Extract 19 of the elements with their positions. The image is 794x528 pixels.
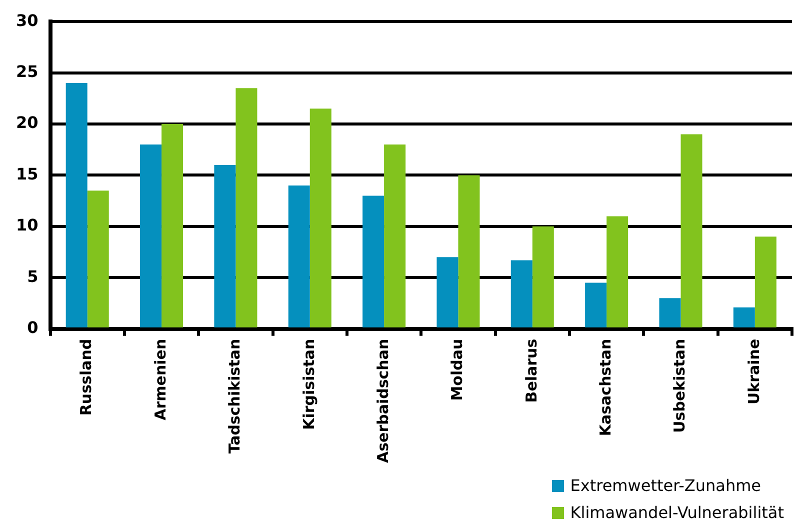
legend-label: Extremwetter-Zunahme	[570, 476, 762, 495]
x-tick-label: Ukraine	[744, 338, 763, 405]
y-tick-label: 15	[16, 164, 38, 184]
y-tick-label: 0	[27, 318, 38, 338]
x-tick-label: Belarus	[522, 338, 540, 403]
x-tick-label: Aserbaidschan	[374, 338, 392, 464]
y-tick-label: 10	[16, 216, 38, 235]
x-tick-label: Tadschikistan	[226, 338, 244, 454]
x-tick-label: Kasachstan	[596, 338, 614, 436]
y-tick-label: 5	[27, 266, 38, 286]
x-tick-label: Russland	[77, 338, 96, 416]
y-tick-label: 25	[16, 62, 38, 81]
y-tick-label: 30	[16, 10, 38, 30]
legend-label: Klimawandel-Vulnerabilität	[570, 503, 784, 522]
y-tick-label: 20	[16, 113, 38, 132]
x-tick-label: Moldau	[448, 338, 466, 401]
x-tick-label: Usbekistan	[670, 338, 689, 433]
x-tick-label: Kirgisistan	[300, 338, 318, 430]
x-tick-label: Armenien	[151, 338, 170, 420]
